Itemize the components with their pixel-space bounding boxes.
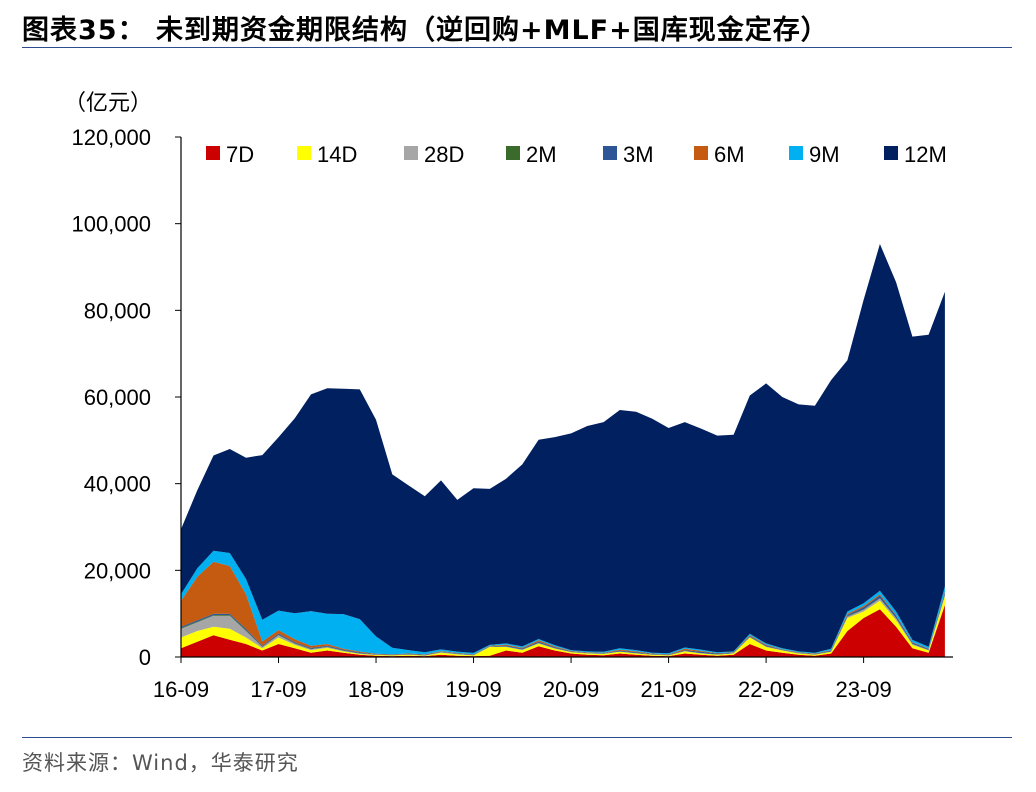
legend-swatch-7d (206, 146, 220, 160)
legend-label-12m: 12M (904, 142, 947, 167)
x-tick-label: 19-09 (445, 677, 501, 702)
x-tick-label: 23-09 (835, 677, 891, 702)
x-tick-label: 22-09 (738, 677, 794, 702)
source-note: 资料来源：Wind，华泰研究 (22, 751, 299, 775)
y-tick-label: 40,000 (84, 472, 151, 497)
area-7d (181, 605, 945, 657)
legend-swatch-3m (603, 146, 617, 160)
area-12m (181, 244, 945, 654)
legend-swatch-28d (404, 146, 418, 160)
legend-label-7d: 7D (226, 142, 254, 167)
legend-swatch-14d (297, 146, 311, 160)
legend-label-14d: 14D (317, 142, 357, 167)
legend-swatch-12m (884, 146, 898, 160)
y-tick-label: 80,000 (84, 298, 151, 323)
axes-group: 0 20,000 40,000 60,000 80,000 100,000 120,000 1… (71, 125, 953, 702)
y-unit-label: （亿元） (64, 90, 152, 115)
x-tick-label: 21-09 (640, 677, 696, 702)
title-rule (22, 47, 1012, 48)
figure-title: 图表35： 未到期资金期限结构（逆回购+MLF+国库现金定存） (22, 15, 829, 46)
source-rule (22, 737, 1012, 738)
legend-label-3m: 3M (623, 142, 654, 167)
legend-label-6m: 6M (714, 142, 745, 167)
x-tick-label: 18-09 (348, 677, 404, 702)
legend-label-28d: 28D (424, 142, 464, 167)
legend-label-2m: 2M (526, 142, 557, 167)
y-tick-label: 120,000 (71, 125, 151, 150)
y-tick-label: 20,000 (84, 558, 151, 583)
y-tick-label: 60,000 (84, 385, 151, 410)
legend-swatch-2m (506, 146, 520, 160)
y-tick-label: 0 (139, 645, 151, 670)
area-14d (181, 596, 945, 657)
x-tick-label: 17-09 (250, 677, 306, 702)
y-tick-label: 100,000 (71, 212, 151, 237)
x-tick-label: 16-09 (153, 677, 209, 702)
legend-swatch-9m (789, 146, 803, 160)
x-tick-label: 20-09 (543, 677, 599, 702)
legend-label-9m: 9M (809, 142, 840, 167)
legend: 7D 14D 28D 2M 3M 6M 9M 12M (206, 142, 947, 167)
area-series-group (181, 244, 945, 657)
legend-swatch-6m (694, 146, 708, 160)
